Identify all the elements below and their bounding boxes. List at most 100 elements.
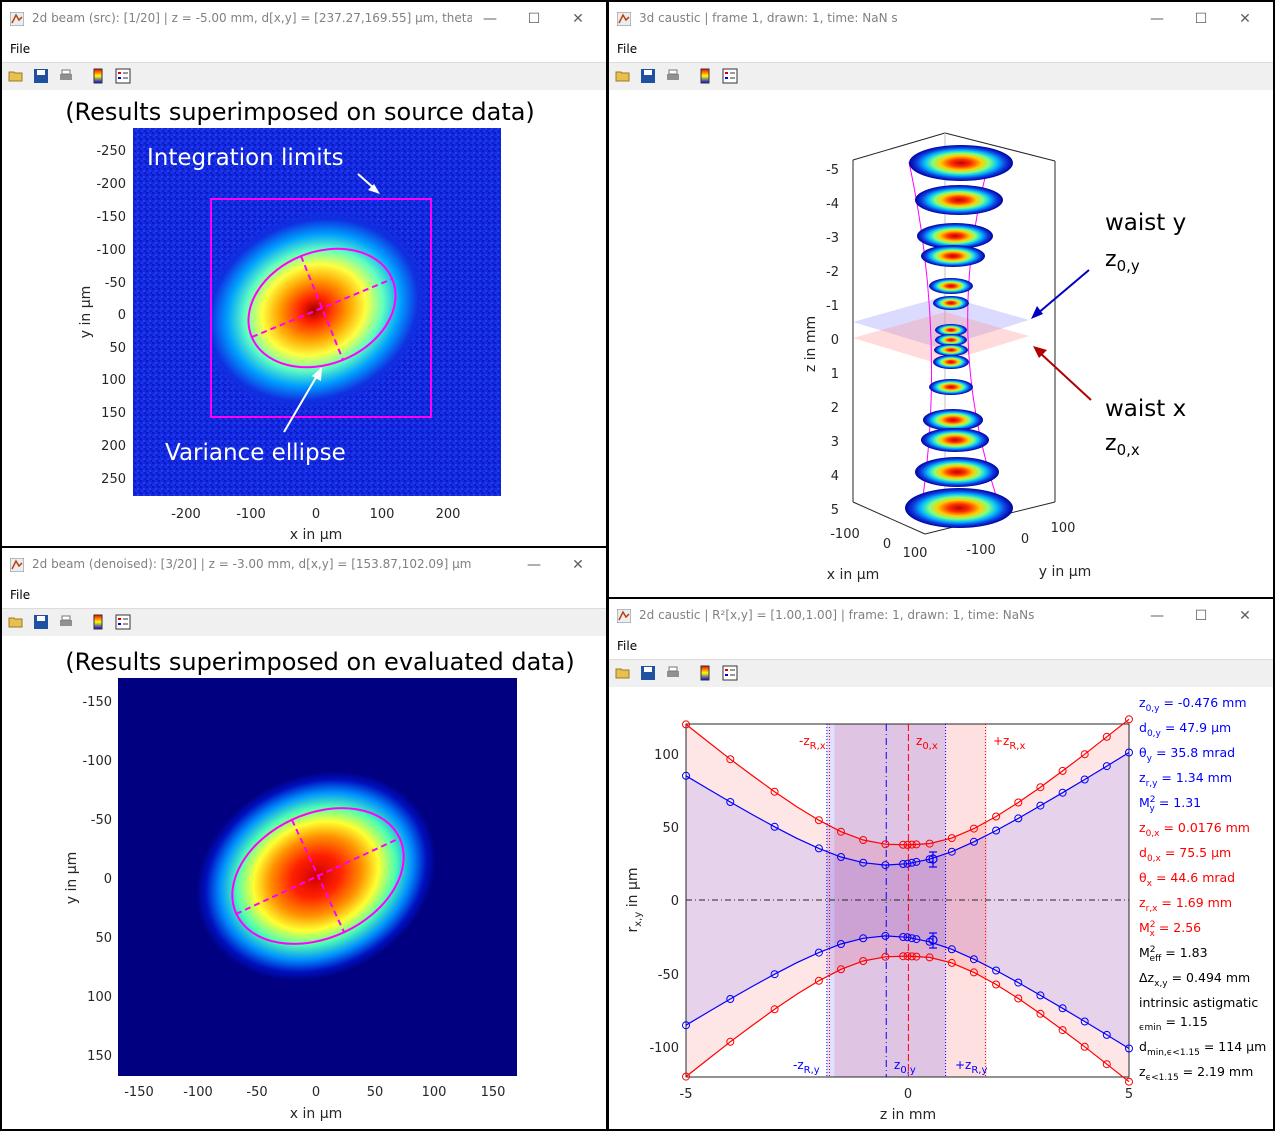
- menu-file[interactable]: File: [617, 42, 638, 56]
- ytick: 100: [101, 373, 126, 388]
- series-line-rx-lower: [685, 955, 1130, 1083]
- close-button[interactable]: ✕: [1225, 603, 1265, 629]
- data-point: [682, 720, 690, 729]
- print-icon[interactable]: [58, 614, 74, 630]
- ellipse-minor-axis: [300, 255, 344, 361]
- minimize-button[interactable]: —: [514, 552, 554, 578]
- colorbar-icon[interactable]: [90, 68, 106, 84]
- colorbar-icon[interactable]: [697, 68, 713, 84]
- ztick: -5: [826, 163, 839, 178]
- caustic-3d-plot: -5 -4 -3 -2 -1 0 1 2 3 4 5 z in mm -100 …: [803, 132, 1186, 583]
- print-icon[interactable]: [665, 665, 681, 681]
- save-icon[interactable]: [640, 68, 656, 84]
- save-icon[interactable]: [640, 665, 656, 681]
- toolbar: [2, 62, 606, 91]
- beam-slice: [921, 245, 985, 267]
- ytick: 100: [87, 990, 112, 1005]
- close-button[interactable]: ✕: [558, 6, 598, 32]
- data-point: [837, 965, 845, 974]
- minimize-button[interactable]: —: [1137, 6, 1177, 32]
- y-axis-label: y in μm: [1039, 564, 1092, 580]
- x-ticks: -150 -100 -50 0 50 100 150: [124, 1085, 505, 1100]
- print-icon[interactable]: [58, 68, 74, 84]
- ztick: 1: [831, 367, 839, 382]
- x-axis-label: x in μm: [827, 567, 880, 583]
- open-folder-icon[interactable]: [8, 68, 24, 84]
- data-point: [1036, 991, 1045, 1000]
- ytick: 50: [662, 821, 679, 836]
- xtick: 100: [370, 507, 395, 522]
- legend-icon[interactable]: [722, 665, 738, 681]
- minimize-button[interactable]: —: [1137, 603, 1177, 629]
- legend-icon[interactable]: [722, 68, 738, 84]
- series-line-rx-upper: [685, 718, 1130, 846]
- print-icon[interactable]: [665, 68, 681, 84]
- beam-slice: [933, 355, 969, 369]
- arrow-ellipse-head: [312, 367, 322, 381]
- ytick: -100: [649, 1041, 679, 1056]
- maximize-button[interactable]: ☐: [514, 6, 554, 32]
- xtick: 50: [367, 1085, 384, 1100]
- data-point: [899, 840, 908, 849]
- data-point: [1080, 775, 1089, 784]
- minimize-button[interactable]: —: [470, 6, 510, 32]
- maximize-button[interactable]: ☐: [1181, 603, 1221, 629]
- beam-slice: [923, 409, 983, 431]
- beam-slice: [921, 428, 989, 452]
- result-line: zr,y = 1.34 mm: [1139, 770, 1232, 789]
- annot-waist-x: waist x: [1105, 396, 1186, 422]
- legend-icon[interactable]: [115, 68, 131, 84]
- legend-icon[interactable]: [115, 614, 131, 630]
- title-bar[interactable]: 2d beam (denoised): [3/20] | z = -3.00 m…: [2, 548, 606, 582]
- toolbar: [2, 608, 606, 637]
- ytick: 0: [1021, 532, 1029, 547]
- ztick: -1: [826, 299, 839, 314]
- xtick: 100: [422, 1085, 447, 1100]
- save-icon[interactable]: [33, 614, 49, 630]
- open-folder-icon[interactable]: [8, 614, 24, 630]
- data-point: [726, 995, 735, 1003]
- title-bar[interactable]: 2d caustic | R²[x,y] = [1.00,1.00] | fra…: [609, 599, 1273, 633]
- data-point: [992, 812, 1001, 821]
- title-bar[interactable]: 3d caustic | frame 1, drawn: 1, time: Na…: [609, 2, 1273, 36]
- data-point: [912, 857, 921, 866]
- data-point: [859, 934, 868, 943]
- colorbar-icon[interactable]: [697, 665, 713, 681]
- menu-bar: File: [2, 586, 606, 606]
- menu-file[interactable]: File: [10, 588, 31, 602]
- colorbar-icon[interactable]: [90, 614, 106, 630]
- data-point: [1102, 1030, 1111, 1039]
- data-point: [907, 840, 916, 849]
- data-point: [925, 953, 934, 962]
- open-folder-icon[interactable]: [615, 68, 631, 84]
- data-point: [859, 836, 868, 844]
- close-button[interactable]: ✕: [558, 552, 598, 578]
- xtick: -150: [124, 1085, 154, 1100]
- close-button[interactable]: ✕: [1225, 6, 1265, 32]
- data-point: [837, 827, 845, 836]
- waist-plane-y: [853, 296, 1029, 348]
- result-line: z0,x = 0.0176 mm: [1139, 820, 1250, 839]
- save-icon[interactable]: [33, 68, 49, 84]
- arrow-waist-y-head: [1031, 306, 1043, 319]
- series-points: [682, 715, 1133, 1086]
- menu-file[interactable]: File: [10, 42, 31, 56]
- annot-integration-limits: Integration limits: [147, 145, 344, 171]
- title-bar[interactable]: 2d beam (src): [1/20] | z = -5.00 mm, d[…: [2, 2, 606, 36]
- maximize-button[interactable]: ☐: [1181, 6, 1221, 32]
- data-point: [1125, 715, 1133, 724]
- x-ticks: -5 0 5: [680, 1087, 1134, 1102]
- plot-heading: (Results superimposed on source data): [65, 98, 535, 126]
- open-folder-icon[interactable]: [615, 665, 631, 681]
- menu-bar: File: [609, 637, 1273, 657]
- data-point: [992, 966, 1001, 975]
- data-point: [947, 945, 956, 954]
- xtick: -5: [680, 1087, 693, 1102]
- result-line: M2 x = 2.56: [1139, 920, 1201, 939]
- result-line: θx = 44.6 mrad: [1139, 870, 1235, 889]
- results-panel: z0,y = -0.476 mm d0,y = 47.9 μm θy = 35.8 …: [1139, 695, 1266, 1083]
- menu-file[interactable]: File: [617, 639, 638, 653]
- beam-src-plot: (Results superimposed on source data) In…: [65, 98, 535, 543]
- annot-z0x: z0,x: [1105, 431, 1140, 459]
- data-point: [770, 787, 779, 796]
